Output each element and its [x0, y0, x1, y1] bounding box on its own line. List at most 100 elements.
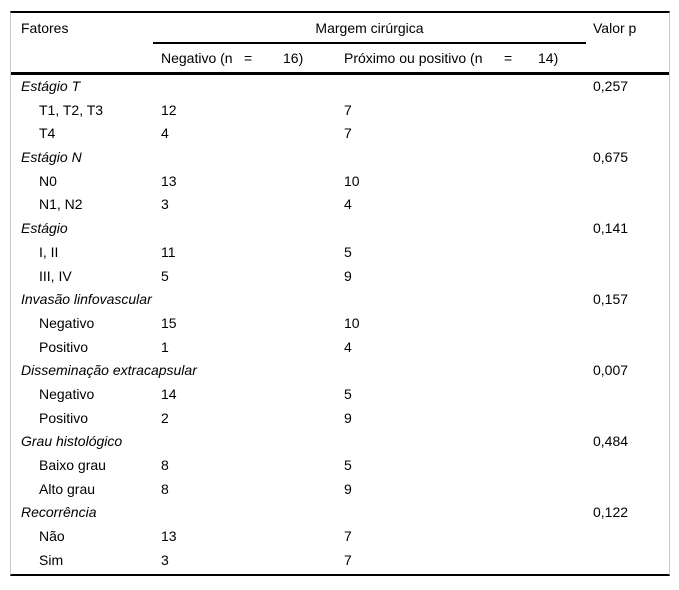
factor-group-label: Disseminação extracapsular [21, 362, 197, 379]
table-row: T4 4 7 [11, 122, 669, 146]
positive-count-cell: 10 [344, 314, 360, 331]
positive-count-cell: 9 [344, 409, 352, 426]
header-row-sub: Negativo (n = 16) Próximo ou positivo (n = 1… [11, 44, 669, 72]
p-value-cell: 0,007 [593, 362, 629, 379]
subheader-negativo-count: 16) [283, 50, 304, 66]
table-body: Estágio T 0,257 T1, T2, T3 12 7 T4 4 7 E… [11, 75, 669, 572]
factor-group-label: Recorrência [21, 504, 97, 521]
positive-count-cell: 9 [344, 480, 352, 497]
factor-level-label: T4 [39, 125, 56, 142]
positive-count-cell: 7 [344, 125, 352, 142]
table-row: Baixo grau 8 5 [11, 454, 669, 478]
negative-count-cell [161, 430, 344, 454]
negative-count-cell: 3 [161, 196, 169, 213]
table-row: Negativo 15 10 [11, 312, 669, 336]
table-row: Positivo 1 4 [11, 336, 669, 360]
column-subheader-negativo: Negativo (n = 16) [161, 44, 344, 72]
table-row: I, II 11 5 [11, 241, 669, 265]
negative-count-cell [161, 288, 344, 312]
factor-group-label: Estágio T [21, 78, 81, 94]
column-header-valor-p: Valor p [593, 20, 637, 36]
negative-count-cell: 13 [161, 172, 177, 189]
factor-group-label: Grau histológico [21, 433, 123, 450]
table-row: N1, N2 3 4 [11, 193, 669, 217]
p-value-cell [593, 478, 669, 502]
negative-count-cell: 5 [161, 267, 169, 284]
positive-count-cell: 7 [344, 101, 352, 118]
p-value-cell [593, 336, 669, 360]
positive-count-cell: 4 [344, 196, 352, 213]
table-row: Não 13 7 [11, 525, 669, 549]
column-header-fatores: Fatores [21, 20, 69, 36]
factor-level-label: N0 [39, 172, 57, 189]
negative-count-cell [161, 146, 344, 170]
p-value-cell [593, 170, 669, 194]
table-row-category: Estágio N 0,675 [11, 146, 669, 170]
p-value-cell: 0,141 [593, 220, 629, 237]
table-row-category: Estágio T 0,257 [11, 75, 669, 99]
positive-count-cell: 4 [344, 338, 352, 355]
positive-count-cell: 5 [344, 243, 352, 260]
subheader-positivo-count: 14) [538, 50, 559, 66]
factor-group-label: Invasão linfovascular [21, 291, 152, 308]
p-value-cell: 0,257 [593, 78, 629, 94]
table-row: T1, T2, T3 12 7 [11, 99, 669, 123]
p-value-cell [593, 99, 669, 123]
positive-count-cell [344, 217, 593, 241]
factor-level-label: Negativo [39, 385, 95, 402]
factor-level-label: Não [39, 528, 65, 545]
subheader-positivo-equals: = [504, 50, 513, 66]
subheader-negativo-label: Negativo (n [161, 50, 233, 66]
p-value-cell: 0,122 [593, 504, 629, 521]
factor-level-label: T1, T2, T3 [39, 101, 104, 118]
negative-count-cell [161, 359, 344, 383]
positive-count-cell [344, 288, 593, 312]
positive-count-cell [344, 75, 593, 99]
factor-level-label: I, II [39, 243, 59, 260]
table-row-category: Grau histológico 0,484 [11, 430, 669, 454]
positive-count-cell: 7 [344, 528, 352, 545]
header-spacer [11, 44, 161, 72]
p-value-cell [593, 122, 669, 146]
header-row-top: Fatores Margem cirúrgica Valor p [11, 13, 669, 44]
table-row: III, IV 5 9 [11, 265, 669, 289]
negative-count-cell: 11 [161, 243, 176, 260]
negative-count-cell: 3 [161, 551, 169, 568]
factor-group-label: Estágio [21, 220, 68, 237]
factor-level-label: Baixo grau [39, 457, 106, 473]
factor-level-label: Positivo [39, 338, 89, 355]
column-header-margem-cirurgica: Margem cirúrgica [153, 13, 586, 44]
factor-level-label: Positivo [39, 409, 89, 426]
negative-count-cell: 4 [161, 125, 169, 142]
table-row: Alto grau 8 9 [11, 478, 669, 502]
negative-count-cell: 2 [161, 409, 169, 426]
negative-count-cell: 15 [161, 314, 177, 331]
positive-count-cell: 5 [344, 385, 352, 402]
p-value-cell [593, 265, 669, 289]
table-row: Negativo 14 5 [11, 383, 669, 407]
positive-count-cell [344, 501, 593, 525]
p-value-cell [593, 312, 669, 336]
negative-count-cell [161, 501, 344, 525]
negative-count-cell [161, 217, 344, 241]
p-value-cell [593, 454, 669, 478]
table-row-category: Estágio 0,141 [11, 217, 669, 241]
table-row-category: Invasão linfovascular 0,157 [11, 288, 669, 312]
factor-level-label: III, IV [39, 267, 72, 284]
factor-level-label: Sim [39, 551, 64, 568]
column-subheader-proximo-ou-positivo: Próximo ou positivo (n = 14) [344, 44, 593, 72]
negative-count-cell: 8 [161, 480, 169, 497]
subheader-negativo-equals: = [244, 50, 253, 66]
statistics-table: Fatores Margem cirúrgica Valor p Negativ… [10, 11, 670, 576]
p-value-cell [593, 407, 669, 431]
p-value-cell [593, 241, 669, 265]
table-row-category: Recorrência 0,122 [11, 501, 669, 525]
p-value-cell: 0,675 [593, 149, 629, 166]
factor-level-label: Alto grau [39, 480, 96, 497]
factor-group-label: Estágio N [21, 149, 82, 166]
p-value-cell [593, 525, 669, 549]
table-row-category: Disseminação extracapsular 0,007 [11, 359, 669, 383]
negative-count-cell: 8 [161, 457, 169, 473]
table-row: Positivo 2 9 [11, 407, 669, 431]
negative-count-cell: 12 [161, 101, 177, 118]
